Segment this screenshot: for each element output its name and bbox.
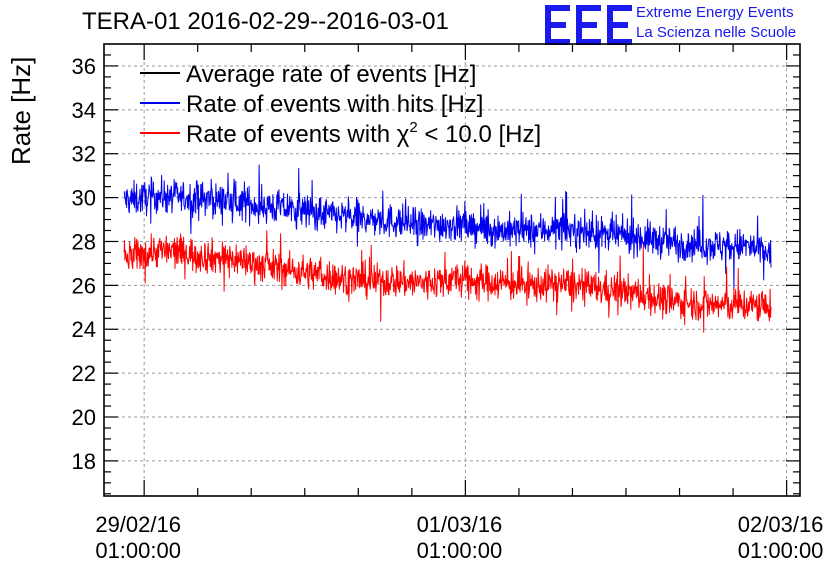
y-tick-label: 20: [72, 405, 96, 430]
plot-frame: [103, 43, 801, 497]
y-tick-label: 18: [72, 449, 96, 474]
series-layer: [123, 164, 772, 333]
x-tick-label-time: 01:00:00: [95, 538, 181, 563]
chart-title: TERA-01 2016-02-29--2016-03-01: [82, 8, 449, 35]
logo-line-1: Extreme Energy Events: [636, 4, 794, 21]
y-tick-label: 30: [72, 186, 96, 211]
legend-average-label: Average rate of events [Hz]: [186, 61, 476, 88]
y-tick-label: 32: [72, 142, 96, 167]
y-tick-label: 36: [72, 54, 96, 79]
axes: 1820222426283032343629/02/1601:00:0001/0…: [72, 43, 824, 563]
logo-line-2: La Scienza nelle Scuole: [636, 24, 797, 41]
y-tick-label: 24: [72, 317, 96, 342]
eee-logo-icon: [545, 5, 632, 45]
y-tick-label: 28: [72, 229, 96, 254]
x-tick-label-time: 01:00:00: [738, 538, 824, 563]
legend: Average rate of events [Hz] Rate of event…: [140, 61, 541, 148]
series-chi2-line: [123, 230, 772, 333]
x-tick-label-date: 01/03/16: [417, 512, 503, 537]
y-tick-label: 26: [72, 273, 96, 298]
x-tick-label-date: 02/03/16: [738, 512, 824, 537]
y-tick-label: 22: [72, 361, 96, 386]
legend-hits-label: Rate of events with hits [Hz]: [186, 91, 483, 118]
y-tick-label: 34: [72, 98, 96, 123]
x-tick-label-time: 01:00:00: [417, 538, 503, 563]
series-hits-line: [123, 164, 772, 291]
logo-caption: Extreme Energy Events La Scienza nelle S…: [636, 3, 796, 43]
legend-chi2-label: Rate of events with χ2 < 10.0 [Hz]: [186, 119, 541, 148]
x-tick-label-date: 29/02/16: [95, 512, 181, 537]
